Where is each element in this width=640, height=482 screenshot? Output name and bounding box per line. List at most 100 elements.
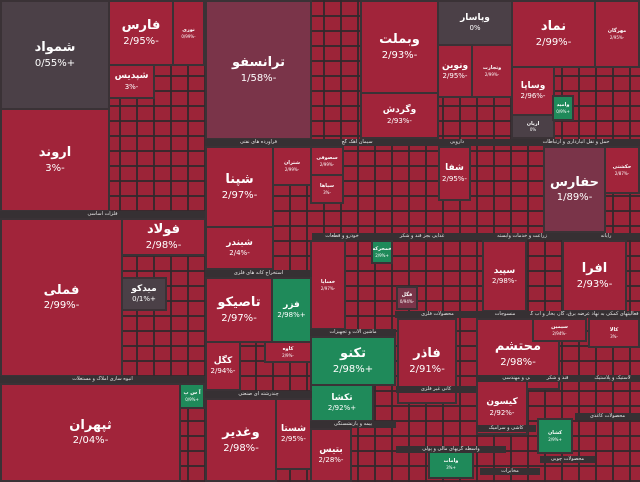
tile-symbol: وگردش [382,105,417,116]
tile-change: -2/98% [492,277,517,286]
tile-simin[interactable]: سیمین -2/94% [532,318,587,342]
tile-symbol: شفا [445,163,464,174]
tile-tekno[interactable]: تکنو +2/98% [310,336,396,386]
tile-symbol: فاذر [413,346,441,362]
tile-change: -2/94% [552,330,567,336]
tile-vgardesh[interactable]: وگردش -2/93% [360,92,439,139]
sector-label: بیمه و بازنشستگی [310,421,396,428]
tile-symbol: سپاها [319,183,335,190]
tile-shasta[interactable]: شستا -2/95% [275,398,312,470]
tile-change: -1/89% [556,192,593,204]
tile-arian[interactable]: اریان 0% [511,114,555,139]
tile-hafars[interactable]: حفارس -1/89% [543,146,606,233]
tile-change: -2/96% [520,92,546,101]
tile-fezar[interactable]: فزر +2/98% [271,277,312,343]
tile-change: -2/95% [442,174,467,183]
tile-kave[interactable]: کاوه -2/9% [264,341,312,363]
tile-change: -2/98% [223,442,259,454]
tile-sepehran[interactable]: ثپهران -2/04% [0,383,181,482]
tile-shetran[interactable]: شتران -2/99% [272,146,312,186]
tile-change: 0% [469,24,481,33]
sector-label: فلزات اساسی [0,211,205,218]
tile-noori[interactable]: نوری -0/99% [172,0,205,66]
tile-change: +2/92% [327,404,357,413]
tile-keshan[interactable]: کشان +2/9% [537,418,573,454]
sector-label: فعالیتهای کمکی به نهاد [590,311,640,318]
tile-kala[interactable]: کالا -3% [588,318,640,348]
tile-change: -2/9% [282,352,294,358]
tile-symbol: شپدیس [114,71,149,82]
tile-change: -2/95% [123,35,159,47]
tile-change: -2/95% [281,435,306,444]
tile-symbol: شتران [283,160,301,167]
tile-vpasar[interactable]: وپاسار 0% [437,0,513,46]
tile-change: -2/04% [72,435,109,447]
tile-khsapa[interactable]: خساپا -2/97% [310,240,346,330]
tile-shepdis[interactable]: شپدیس -3% [108,64,155,99]
tile-change: -3% [323,189,331,195]
tile-shafa[interactable]: شفا -2/95% [438,146,471,201]
tile-kegol[interactable]: کگل -2/94% [205,341,241,391]
tile-asp[interactable]: آ س پ +0/9% [179,383,205,409]
tile-mehregan[interactable]: مهرگان -2/95% [594,0,640,68]
tile-symbol: ونوین [441,60,469,71]
tile-vtejarat[interactable]: وتجارت -2/99% [471,44,513,98]
sector-label: منسوجات [480,311,530,318]
tile-change: +2/98% [332,363,374,375]
tile-symbol: کالا [609,327,619,334]
tile-change: -2/99% [319,161,335,167]
sector-label: محصولات فلزی [395,311,480,318]
tile-transfo[interactable]: ترانسفو -1/58% [205,0,312,140]
sector-label: کانی غیر فلزی [396,386,476,393]
tile-change: +2/98% [277,311,306,320]
sector-label: حمل و نقل انبارداری و ارتباطات [512,139,640,146]
tile-symbol: کشان [547,430,563,437]
tile-khmehrkeh[interactable]: خمحرکه +2/9% [371,240,393,264]
tile-tekasha[interactable]: تکشا +2/92% [310,384,374,422]
tile-change: -2/93% [387,116,412,125]
tile-vsapa[interactable]: وساپا -2/96% [511,66,555,116]
tile-symbol: افرا [581,261,608,277]
tile-shemvad[interactable]: شمواد +0/55% [0,0,110,110]
tile-sesufi[interactable]: سصوفی -2/99% [310,146,344,176]
tile-change: -2/99% [43,300,80,312]
tile-afra[interactable]: افرا -2/93% [562,240,627,312]
tile-vamid[interactable]: وامید +0/9% [552,95,574,121]
sector-label: واسطه گریهای مالی و پولی [396,446,506,453]
tile-fameli[interactable]: فملی -2/99% [0,218,123,377]
tile-shebandar[interactable]: شبندر -2/4% [205,226,274,270]
tile-symbol: تاصیکو [217,295,261,311]
tile-change: -2/97% [221,312,257,324]
sector-label: خودرو و قطعات [312,233,372,240]
tile-fars[interactable]: فارس -2/95% [108,0,174,66]
tile-sepid[interactable]: سپید -2/98% [482,240,527,312]
tile-change: +0/9% [185,396,199,402]
sector-label: ماشین آلات و تجهیزات [310,329,396,336]
sector-label: انبوه سازی املاک و مستغلات [0,376,205,383]
tile-change: +2/9% [548,436,562,442]
tile-symbol: میدکو [131,283,157,294]
tile-foolad[interactable]: فولاد -2/98% [121,218,206,256]
tile-change: -2/97% [320,285,336,291]
tile-tasiko[interactable]: تاصیکو -2/97% [205,277,273,343]
tile-vnovin[interactable]: ونوین -2/95% [437,44,473,98]
tile-vaghadir[interactable]: وغدیر -2/98% [205,398,277,482]
sector-label: قند و شکر [530,375,585,382]
tile-hakashti[interactable]: حکشتی -2/87% [604,146,640,194]
sector-label: مخابرات [480,468,540,475]
tile-change: +3% [446,464,456,470]
tile-change: -3% [124,82,139,91]
tile-midko[interactable]: میدکو +0/1% [121,277,167,311]
tile-betis[interactable]: بتیس -2/28% [310,428,352,482]
tile-change: -2/97% [221,189,258,201]
tile-vbemellat[interactable]: وبملت -2/93% [360,0,439,94]
tile-fegol[interactable]: فگل -0/94% [396,286,418,310]
tile-change: -2/99% [484,71,500,77]
tile-sepaha[interactable]: سپاها -3% [310,174,344,204]
tile-namad[interactable]: نماد -2/99% [511,0,596,68]
tile-arvand[interactable]: اروند -3% [0,108,110,212]
tile-vamat[interactable]: وامات +3% [428,449,474,479]
tile-symbol: شستا [280,423,307,434]
tile-symbol: وساپا [520,80,546,91]
tile-shepna[interactable]: شپنا -2/97% [205,146,274,228]
